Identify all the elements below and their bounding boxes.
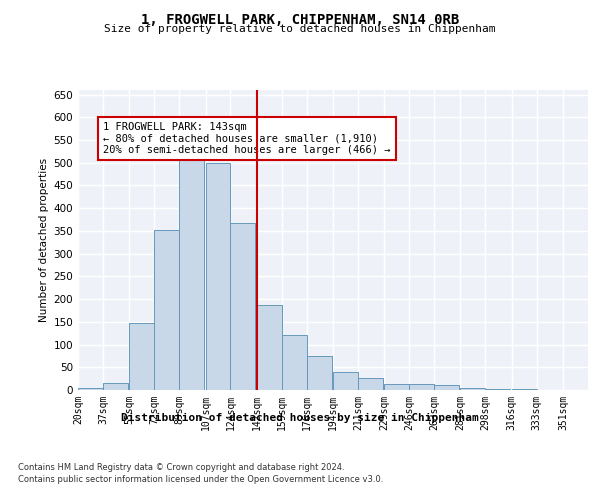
Bar [358,378,383,390]
Bar [512,389,537,390]
Text: Distribution of detached houses by size in Chippenham: Distribution of detached houses by size … [121,412,479,422]
Text: Contains public sector information licensed under the Open Government Licence v3: Contains public sector information licen… [18,475,383,484]
Bar [485,388,511,390]
Text: Size of property relative to detached houses in Chippenham: Size of property relative to detached ho… [104,24,496,34]
Bar [434,386,459,390]
Bar [384,384,409,390]
Text: 1 FROGWELL PARK: 143sqm
← 80% of detached houses are smaller (1,910)
20% of semi: 1 FROGWELL PARK: 143sqm ← 80% of detache… [103,122,391,155]
Bar [461,388,485,390]
Bar [78,388,103,390]
Bar [282,334,307,390]
Bar [103,383,128,390]
Bar [179,150,204,390]
Text: 1, FROGWELL PARK, CHIPPENHAM, SN14 0RB: 1, FROGWELL PARK, CHIPPENHAM, SN14 0RB [141,12,459,26]
Bar [230,223,256,390]
Bar [307,356,332,390]
Bar [333,372,358,390]
Bar [257,304,282,390]
Bar [205,162,230,390]
Bar [154,230,179,390]
Text: Contains HM Land Registry data © Crown copyright and database right 2024.: Contains HM Land Registry data © Crown c… [18,462,344,471]
Bar [409,384,434,390]
Y-axis label: Number of detached properties: Number of detached properties [39,158,49,322]
Bar [129,322,154,390]
